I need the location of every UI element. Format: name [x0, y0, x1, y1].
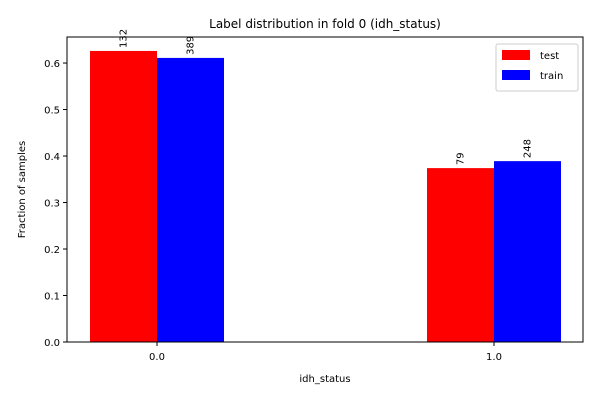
bar-label: 389 — [186, 36, 197, 55]
y-tick-label: 0.1 — [44, 292, 60, 303]
plot-frame — [66, 36, 584, 343]
bar-test-1.0 — [427, 168, 494, 342]
x-axis-label: idh_status — [299, 374, 350, 385]
bar-labels-group: 132 79 389 248 — [119, 29, 534, 165]
y-tick-label: 0.0 — [44, 338, 60, 349]
bar-train-1.0 — [494, 161, 561, 342]
bar-train-0.0 — [157, 57, 224, 343]
legend-label: test — [540, 51, 559, 62]
y-tick-label: 0.5 — [44, 106, 60, 117]
bar-label: 79 — [456, 152, 467, 165]
y-tick-label: 0.3 — [44, 199, 60, 210]
bar-label: 248 — [523, 139, 534, 158]
x-tick-label: 0.0 — [149, 352, 165, 363]
legend-label: train — [540, 71, 563, 82]
y-axis-label: Fraction of samples — [17, 141, 28, 238]
y-axis: 0.0 0.1 0.2 0.3 0.4 0.5 0.6 — [44, 59, 67, 349]
legend-swatch-train — [502, 70, 530, 80]
legend: test train — [495, 43, 579, 92]
bar-label: 132 — [119, 29, 130, 48]
bar-test-0.0 — [90, 50, 157, 342]
x-tick-label: 1.0 — [486, 352, 502, 363]
y-tick-label: 0.4 — [44, 152, 60, 163]
bars-group — [90, 50, 561, 343]
x-axis: 0.0 1.0 — [149, 342, 502, 363]
legend-swatch-test — [502, 50, 530, 60]
y-tick-label: 0.2 — [44, 245, 60, 256]
y-tick-label: 0.6 — [44, 59, 60, 70]
chart-title: Label distribution in fold 0 (idh_status… — [209, 17, 441, 31]
